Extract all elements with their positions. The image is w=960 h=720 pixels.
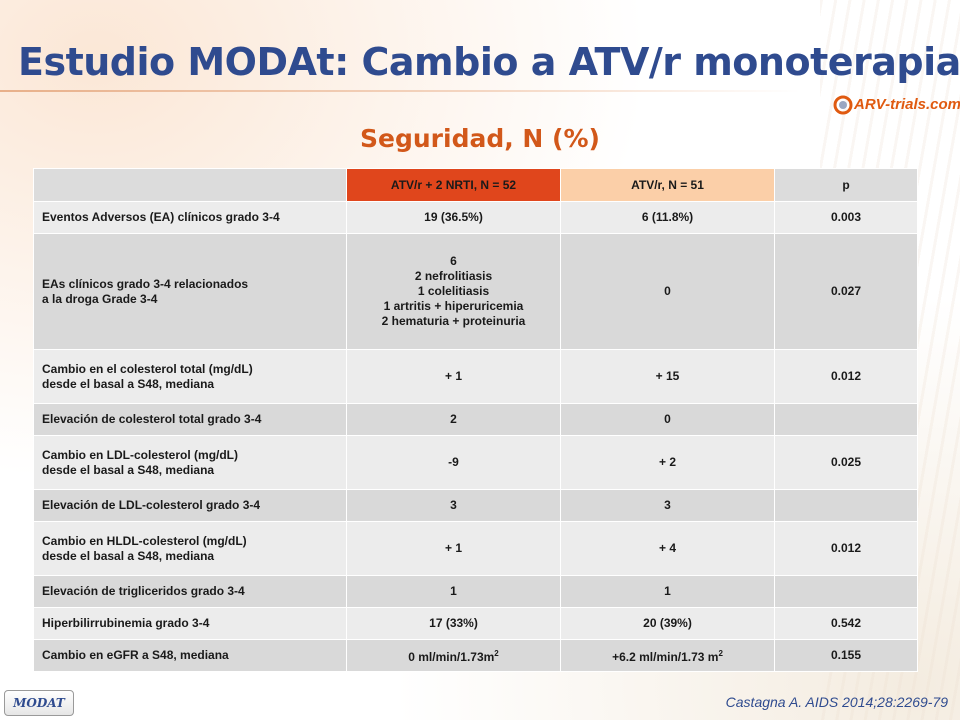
header-arm-atvr-nrti: ATV/r + 2 NRTI, N = 52 — [346, 168, 561, 202]
cell-arm1: 1 — [346, 575, 561, 608]
cell-p: 0.003 — [774, 201, 918, 234]
row-label: Cambio en HLDL-colesterol (mg/dL) desde e… — [33, 521, 347, 576]
cell-arm2: + 15 — [560, 349, 775, 404]
cell-p — [774, 403, 918, 436]
cell-p — [774, 489, 918, 522]
cell-arm2: + 2 — [560, 435, 775, 490]
row-label: Cambio en el colesterol total (mg/dL) des… — [33, 349, 347, 404]
header-p-value: p — [774, 168, 918, 202]
arv-trials-logo: ARV-trials.com — [832, 92, 960, 118]
cell-arm1: + 1 — [346, 349, 561, 404]
cell-arm2: 0 — [560, 233, 775, 350]
table-header-row: ATV/r + 2 NRTI, N = 52 ATV/r, N = 51 p — [33, 168, 918, 202]
cell-arm1: -9 — [346, 435, 561, 490]
row-label: Cambio en eGFR a S48, mediana — [33, 639, 347, 672]
cell-p: 0.542 — [774, 607, 918, 640]
cell-arm1: 2 — [346, 403, 561, 436]
row-label: Eventos Adversos (EA) clínicos grado 3-4 — [33, 201, 347, 234]
cell-p: 0.155 — [774, 639, 918, 672]
cell-p: 0.012 — [774, 521, 918, 576]
cell-arm1: 3 — [346, 489, 561, 522]
table-row: Cambio en LDL-colesterol (mg/dL) desde el… — [33, 435, 918, 490]
cell-arm2: 3 — [560, 489, 775, 522]
table-row: Hiperbilirrubinemia grado 3-4 17 (33%) 2… — [33, 607, 918, 640]
cell-p — [774, 575, 918, 608]
slide-subtitle: Seguridad, N (%) — [360, 124, 600, 153]
logo-text: ARV-trials.com — [854, 96, 960, 113]
table-row: Elevación de colesterol total grado 3-4 … — [33, 403, 918, 436]
table-row: Cambio en eGFR a S48, mediana 0 ml/min/1… — [33, 639, 918, 672]
citation: Castagna A. AIDS 2014;28:2269-79 — [725, 694, 948, 710]
arv-trials-swoosh-icon — [833, 95, 853, 115]
table-row: Eventos Adversos (EA) clínicos grado 3-4… — [33, 201, 918, 234]
cell-arm2: 6 (11.8%) — [560, 201, 775, 234]
row-label: Elevación de trigliceridos grado 3-4 — [33, 575, 347, 608]
cell-arm1: 0 ml/min/1.73m2 — [346, 639, 561, 672]
row-label: EAs clínicos grado 3-4 relacionados a la … — [33, 233, 347, 350]
table-row: EAs clínicos grado 3-4 relacionados a la … — [33, 233, 918, 350]
row-label: Hiperbilirrubinemia grado 3-4 — [33, 607, 347, 640]
cell-arm2: +6.2 ml/min/1.73 m2 — [560, 639, 775, 672]
cell-arm2: + 4 — [560, 521, 775, 576]
row-label: Elevación de LDL-colesterol grado 3-4 — [33, 489, 347, 522]
cell-p: 0.025 — [774, 435, 918, 490]
cell-p: 0.012 — [774, 349, 918, 404]
cell-arm1: + 1 — [346, 521, 561, 576]
cell-p: 0.027 — [774, 233, 918, 350]
title-divider — [0, 90, 800, 92]
table-row: Elevación de trigliceridos grado 3-4 1 1 — [33, 575, 918, 608]
modat-badge: MODAT — [4, 690, 74, 716]
safety-table: ATV/r + 2 NRTI, N = 52 ATV/r, N = 51 p E… — [33, 168, 918, 672]
row-label: Elevación de colesterol total grado 3-4 — [33, 403, 347, 436]
cell-arm1: 17 (33%) — [346, 607, 561, 640]
cell-arm2: 1 — [560, 575, 775, 608]
table-row: Cambio en HLDL-colesterol (mg/dL) desde e… — [33, 521, 918, 576]
cell-arm1: 19 (36.5%) — [346, 201, 561, 234]
header-arm-atvr: ATV/r, N = 51 — [560, 168, 775, 202]
cell-arm2: 0 — [560, 403, 775, 436]
header-empty — [33, 168, 347, 202]
table-row: Cambio en el colesterol total (mg/dL) des… — [33, 349, 918, 404]
slide-title: Estudio MODAt: Cambio a ATV/r monoterapi… — [18, 40, 960, 84]
row-label: Cambio en LDL-colesterol (mg/dL) desde el… — [33, 435, 347, 490]
cell-arm2: 20 (39%) — [560, 607, 775, 640]
table-row: Elevación de LDL-colesterol grado 3-4 3 … — [33, 489, 918, 522]
